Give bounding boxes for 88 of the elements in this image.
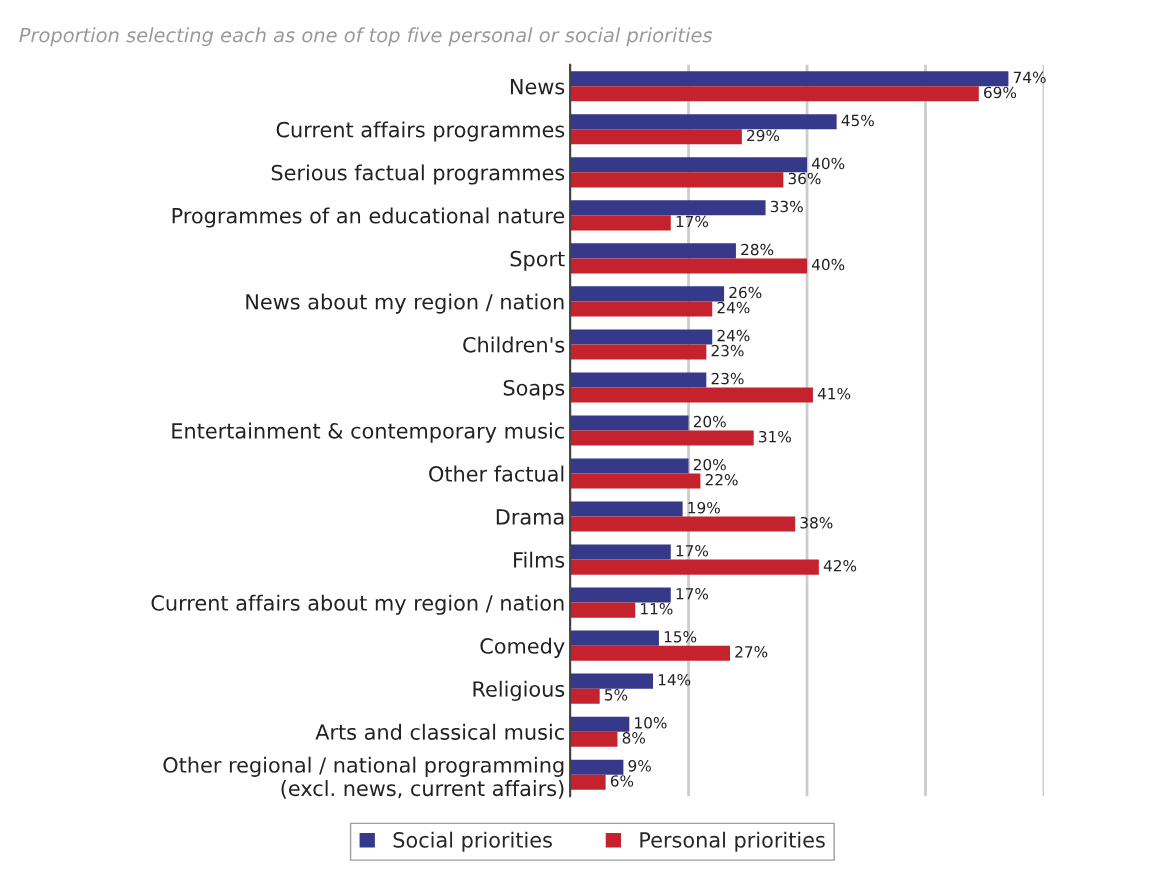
data-label: 15%: [664, 630, 697, 643]
bar: [570, 86, 979, 102]
bar: [570, 387, 813, 403]
data-label: 69%: [984, 86, 1017, 99]
data-label: 24%: [717, 301, 750, 314]
data-label: 45%: [841, 114, 874, 127]
bar: [570, 129, 742, 145]
y-tick-label: Current affairs programmes: [276, 121, 565, 142]
data-label: 38%: [800, 516, 833, 529]
bar: [570, 344, 707, 360]
data-label: 10%: [635, 717, 667, 729]
y-tick-label: Comedy: [480, 637, 565, 658]
bar: [570, 329, 713, 345]
bar: [570, 602, 636, 618]
bar: [570, 473, 701, 489]
bar: [570, 430, 754, 446]
data-label: 11%: [641, 603, 673, 615]
legend-label: Personal priorities: [640, 831, 825, 852]
y-tick-label: News: [510, 78, 565, 95]
y-tick-label: Programmes of an educational nature: [172, 207, 565, 228]
data-label: 9%: [628, 760, 651, 772]
bar: [570, 688, 600, 704]
bar: [570, 516, 796, 532]
bar: [570, 716, 630, 732]
data-label: 33%: [770, 200, 803, 213]
data-label: 29%: [747, 129, 780, 142]
data-label: 17%: [676, 587, 709, 600]
y-tick-label: Serious factual programmes: [271, 164, 565, 185]
data-label: 42%: [823, 560, 857, 572]
bar: [570, 286, 725, 302]
bar: [570, 673, 654, 689]
bar: [570, 258, 808, 274]
bar: [570, 200, 766, 216]
data-label: 40%: [811, 258, 845, 271]
data-label: 17%: [676, 215, 709, 228]
data-label: 41%: [817, 387, 851, 400]
y-tick-label: Religious: [473, 680, 565, 701]
bar: [570, 372, 707, 388]
data-label: 8%: [622, 732, 646, 744]
bar: [570, 458, 689, 474]
text: Proportion selecting each as one of top five personal or social priorities: [19, 27, 713, 47]
data-label: 27%: [735, 646, 768, 658]
data-label: 31%: [759, 430, 791, 443]
bar: [570, 415, 689, 431]
bar: [570, 157, 808, 173]
data-label: 28%: [741, 243, 774, 256]
bar: [570, 501, 683, 517]
bar: [570, 172, 784, 188]
bar: [570, 774, 606, 790]
data-label: 74%: [1013, 71, 1046, 84]
legend-label: Social priorities: [393, 831, 552, 852]
bar: [570, 559, 819, 575]
bar: [570, 114, 837, 130]
y-tick-label: Entertainment & contemporary music: [172, 422, 564, 443]
data-label: 22%: [705, 473, 738, 486]
y-tick-label: Films: [514, 551, 565, 568]
bar: [570, 630, 659, 646]
data-label: 20%: [693, 458, 726, 471]
y-tick-label: Soaps: [503, 379, 565, 400]
data-label: 6%: [610, 775, 634, 787]
data-label: 23%: [711, 372, 744, 385]
bar: [570, 645, 731, 661]
data-label: 26%: [729, 286, 762, 299]
data-label: 17%: [676, 544, 709, 557]
bar: [570, 215, 671, 231]
bar: [570, 731, 618, 747]
bar: [570, 544, 671, 560]
data-label: 19%: [688, 501, 720, 514]
bar: [570, 71, 1009, 87]
y-tick-label: Arts and classical music: [315, 723, 564, 740]
y-tick-label: Other factual: [429, 465, 564, 482]
data-label: 24%: [717, 329, 750, 342]
y-tick-label: Sport: [510, 250, 565, 271]
data-label: 36%: [788, 172, 821, 185]
bar: [570, 587, 671, 603]
data-label: 23%: [711, 344, 744, 357]
bar: [570, 759, 624, 775]
y-tick-label: News about my region / nation: [246, 293, 564, 314]
data-label: 40%: [811, 157, 845, 170]
data-label: 14%: [658, 674, 691, 686]
y-tick-label: Children's: [463, 336, 565, 353]
y-tick-label: Current affairs about my region / nation: [151, 594, 564, 615]
y-tick-label: Other regional / national programming (excl. news, current affairs): [163, 756, 564, 799]
bar: [570, 301, 713, 317]
data-label: 20%: [693, 415, 726, 428]
data-label: 5%: [605, 689, 628, 701]
bar: [570, 243, 736, 259]
y-tick-label: Drama: [496, 509, 564, 525]
